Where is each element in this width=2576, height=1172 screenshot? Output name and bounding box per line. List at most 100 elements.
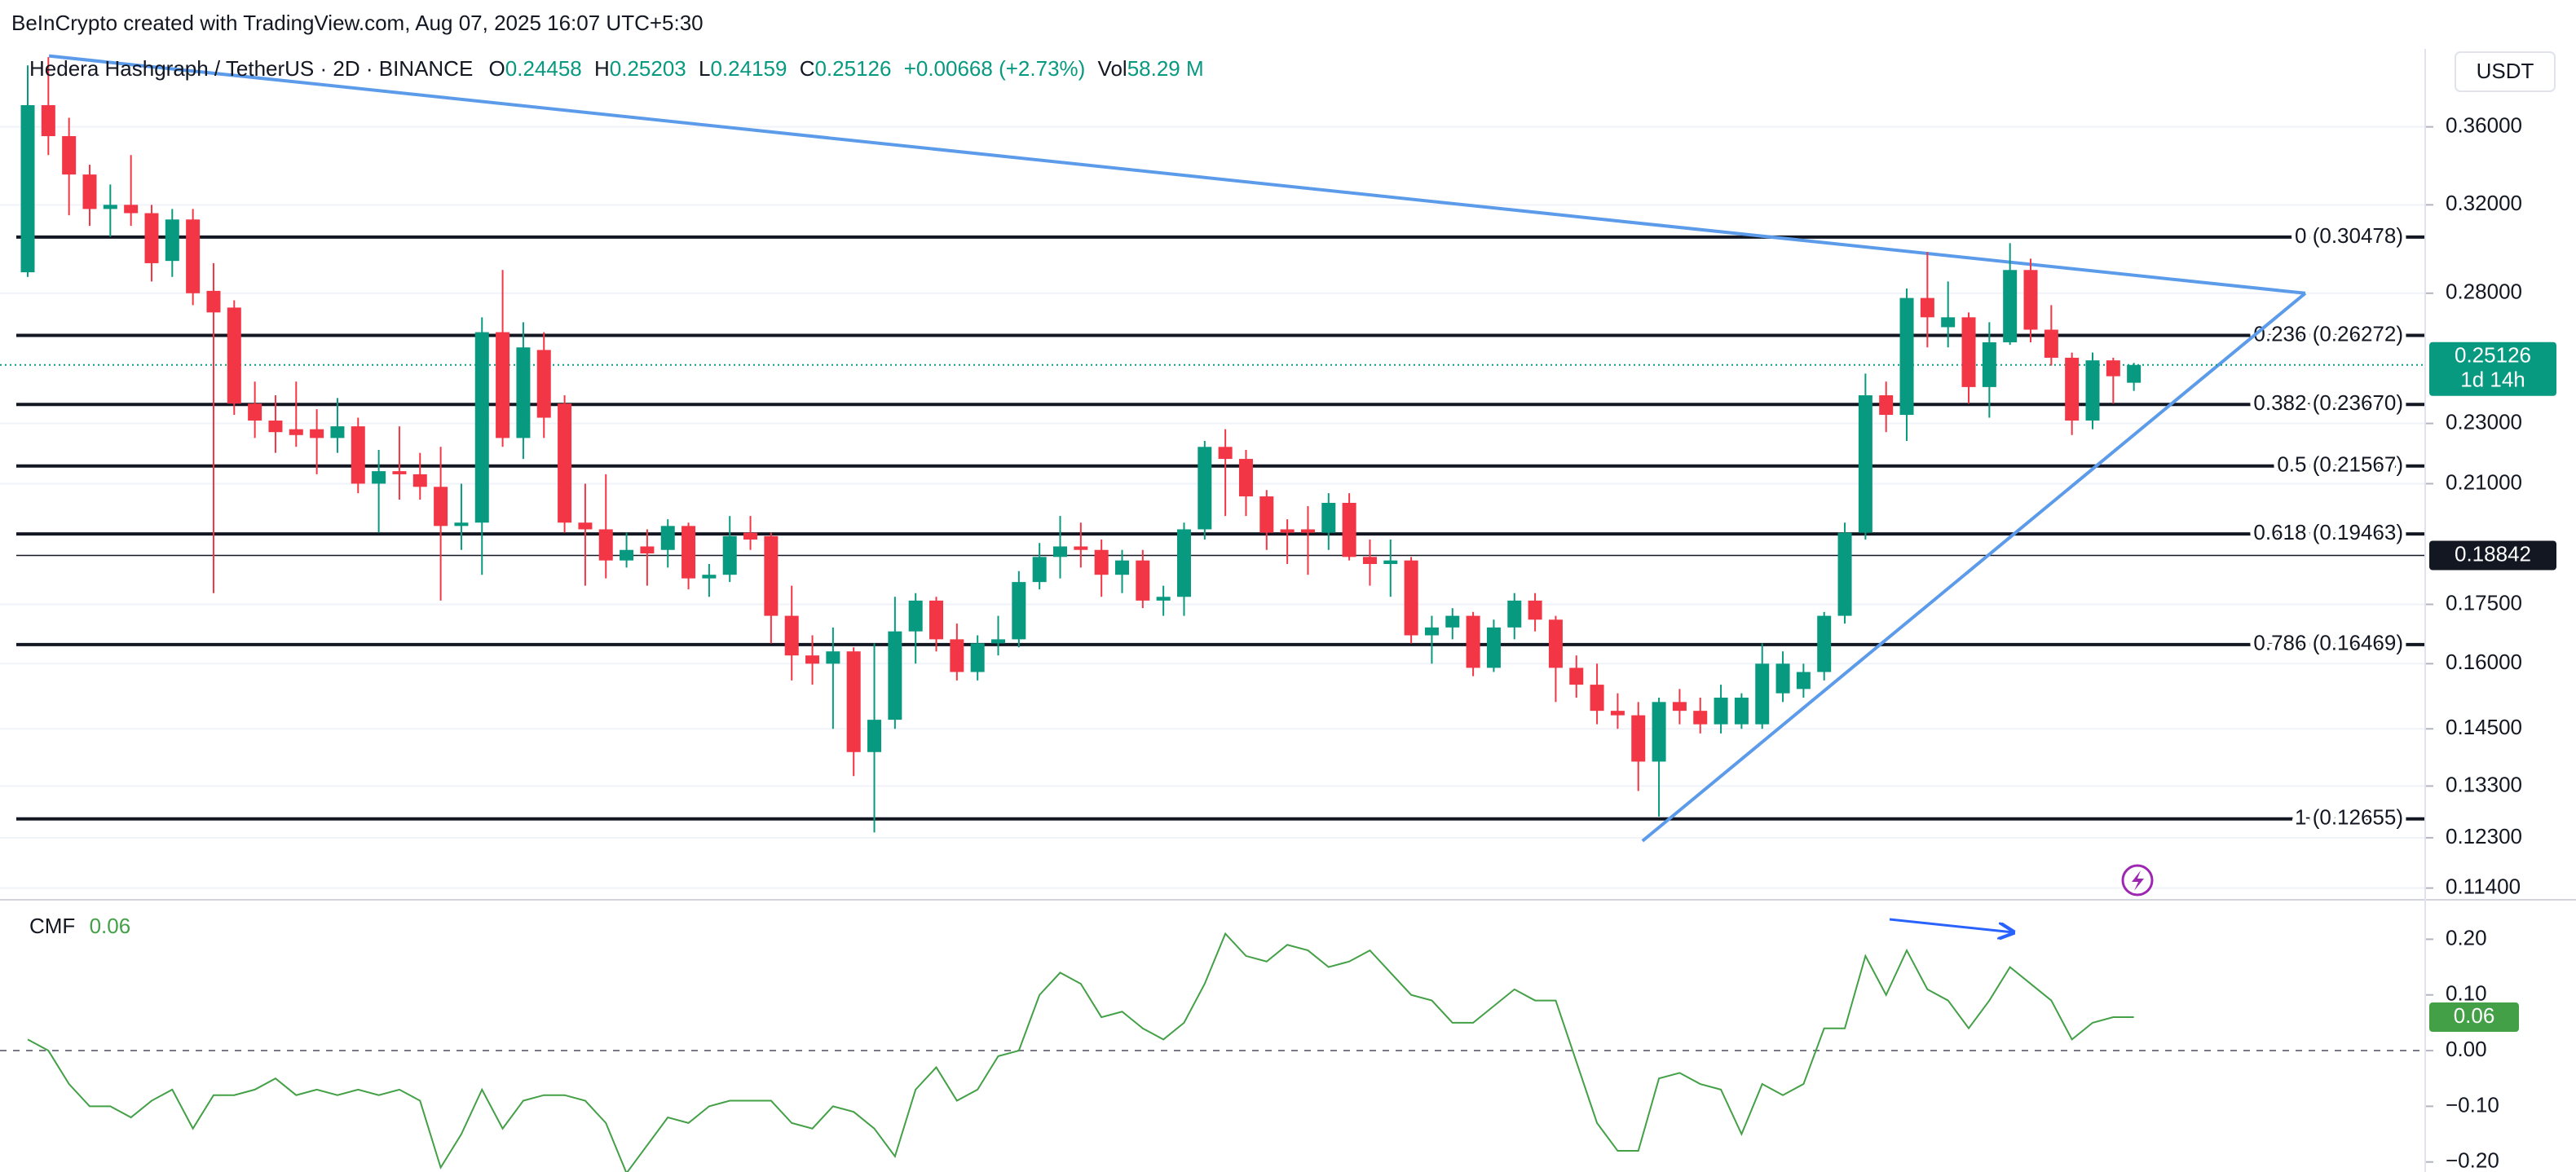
candle-body [1693, 711, 1708, 725]
candle-body [1362, 557, 1377, 565]
candle-body [20, 105, 35, 273]
currency-label[interactable]: USDT [2477, 59, 2534, 83]
candle-body [1094, 549, 1109, 575]
candle-body [1714, 697, 1728, 725]
candle-body [41, 105, 55, 137]
candle-body [165, 219, 179, 262]
y-tick-label: 0.36000 [2446, 113, 2522, 138]
candle-body [1280, 529, 1295, 533]
y-tick-label: 0.13300 [2446, 772, 2522, 796]
fib-level-label: 1 (0.12655) [2295, 805, 2403, 830]
candle-body [1012, 582, 1026, 640]
candle-body [1198, 447, 1212, 530]
candle-body [1528, 600, 1542, 620]
candle-body [1176, 529, 1191, 597]
candle-body [1982, 341, 1996, 387]
axis-layer: 0.36000 0.32000 0.28000 0.23000 0.21000 0.175… [2425, 113, 2556, 1172]
candle-body [598, 529, 613, 561]
y-tick-label: 0.28000 [2446, 280, 2522, 304]
candle-body [1796, 672, 1811, 690]
price-line-badge [2429, 540, 2556, 571]
candle-body [1961, 317, 1976, 387]
candle-body [186, 219, 201, 293]
candle-body [1817, 615, 1832, 672]
candle-body [2106, 360, 2120, 377]
candle-body [950, 639, 964, 672]
candle-body [496, 332, 510, 438]
fib-level-label: 0.786 (0.16469) [2253, 631, 2403, 655]
candle-body [434, 487, 448, 527]
candle-body [929, 600, 944, 640]
candle-body [289, 429, 303, 435]
y-tick-label: 0.17500 [2446, 590, 2522, 615]
y-tick-label: 0.11400 [2446, 874, 2521, 898]
y-tick-label: 0.14500 [2446, 715, 2522, 739]
candle-body [62, 136, 77, 175]
candle-body [144, 213, 159, 263]
y-tick-label: 0.23000 [2446, 409, 2522, 434]
y-tick-label: 0.00 [2446, 1037, 2487, 1061]
candle-body [1074, 546, 1088, 550]
candle-body [248, 403, 262, 421]
candle-body [846, 651, 861, 752]
fib-level-label: 0.618 (0.19463) [2253, 520, 2403, 544]
candle-body [1259, 496, 1274, 533]
candle-body [743, 532, 758, 540]
lightning-icon [2121, 864, 2154, 897]
close-label: C [800, 56, 815, 81]
candle-body [1238, 459, 1253, 497]
candle-body [1569, 668, 1584, 685]
candle-body [2065, 357, 2080, 421]
candle-body [1032, 557, 1047, 583]
annotation-arrow [1889, 918, 2014, 932]
candle-body [867, 720, 882, 752]
candle-body [1631, 715, 1646, 762]
fib-level-label: 0.236 (0.26272) [2253, 321, 2403, 346]
candle-layer [20, 57, 2142, 833]
high-value: 0.25203 [610, 56, 686, 81]
watermark-header: BeInCrypto created with TradingView.com,… [11, 11, 704, 35]
candle-body [351, 426, 365, 484]
y-tick-label: −0.10 [2446, 1092, 2499, 1117]
candle-body [1879, 394, 1894, 416]
candle-body [784, 615, 799, 656]
candle-body [908, 600, 923, 632]
candle-body [1136, 560, 1150, 601]
level-layer: 0 (0.30478) 0.236 (0.26272) 0.382 (0.23670… [0, 54, 2425, 843]
currency-box[interactable] [2455, 51, 2556, 92]
cmf-title: CMF [29, 914, 75, 938]
candle-body [1652, 702, 1666, 762]
candle-body [82, 174, 97, 209]
candle-body [103, 205, 117, 209]
high-label: H [594, 56, 610, 81]
candle-body [970, 643, 985, 672]
candle-body [330, 426, 345, 438]
candle-body [660, 526, 675, 550]
candle-body [1590, 685, 1604, 712]
low-label: L [699, 56, 710, 81]
candle-body [702, 575, 717, 579]
candle-body [578, 522, 593, 530]
cmf-header: CMF 0.06 [29, 914, 130, 938]
candle-body [516, 347, 531, 438]
candle-body [1672, 702, 1687, 712]
symbol-title: Hedera Hashgraph / TetherUS · 2D · BINAN… [29, 56, 473, 81]
candle-body [2023, 270, 2038, 330]
candle-body [1300, 529, 1315, 533]
candle-body [2003, 270, 2018, 342]
candle-body [805, 655, 820, 664]
candle-body [1837, 532, 1852, 616]
open-label: O [489, 56, 505, 81]
cmf-layer [0, 932, 2425, 1172]
candle-body [1383, 560, 1398, 565]
close-value: 0.25126 [814, 56, 891, 81]
symbol-header: Hedera Hashgraph / TetherUS · 2D · BINAN… [29, 56, 1204, 81]
candle-body [1899, 297, 1914, 416]
candle-body [764, 535, 779, 616]
cmf-line [27, 932, 2134, 1172]
candle-body [1114, 560, 1129, 575]
open-value: 0.24458 [505, 56, 582, 81]
candle-body [392, 471, 407, 474]
